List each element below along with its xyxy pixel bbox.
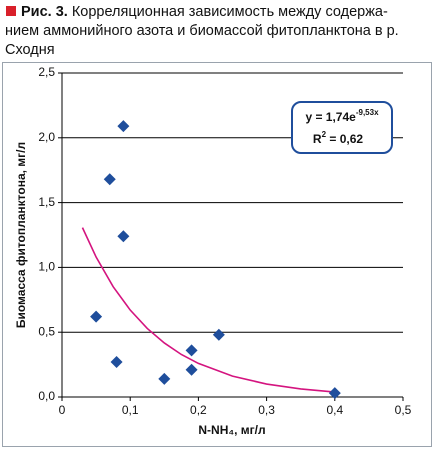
x-tick-label: 0,5 xyxy=(395,403,412,417)
data-point xyxy=(158,372,171,385)
trend-line xyxy=(81,227,335,393)
data-point xyxy=(110,356,123,369)
caption-marker xyxy=(6,6,16,16)
caption-line: Корреляционная зависимость между содержа… xyxy=(72,4,388,20)
equation-box xyxy=(291,101,393,154)
y-tick-label: 0,5 xyxy=(38,324,55,338)
equation-base: y = 1,74e xyxy=(305,110,356,124)
data-point xyxy=(328,387,341,400)
x-tick-label: 0,2 xyxy=(190,403,207,417)
caption-label: Рис. 3. xyxy=(21,4,68,20)
y-tick-label: 2,0 xyxy=(38,130,55,144)
r-squared: R2 = 0,62 xyxy=(313,130,363,146)
r-squared-base: R xyxy=(313,132,322,146)
data-point xyxy=(90,310,103,323)
x-tick-label: 0,1 xyxy=(122,403,139,417)
data-point xyxy=(103,173,116,186)
r-squared-value: = 0,62 xyxy=(326,132,363,146)
caption-line: Сходня xyxy=(5,42,55,58)
y-tick-label: 1,5 xyxy=(38,195,55,209)
caption: Рис. 3. Корреляционная зависимость между … xyxy=(21,4,388,20)
y-tick-label: 2,5 xyxy=(38,65,55,79)
y-tick-label: 0,0 xyxy=(38,389,55,403)
data-point xyxy=(185,363,198,376)
equation: y = 1,74e-9,53x xyxy=(305,108,379,124)
x-axis-title: N-NH₄, мг/л xyxy=(198,423,265,437)
y-axis-title: Биомасса фитопланктона, мг/л xyxy=(14,142,28,328)
data-point xyxy=(185,344,198,357)
y-tick-label: 1,0 xyxy=(38,260,55,274)
equation-exponent: -9,53x xyxy=(356,108,379,117)
x-tick-label: 0,3 xyxy=(258,403,275,417)
r-squared-exponent: 2 xyxy=(322,130,327,139)
data-point xyxy=(117,230,130,243)
caption-line: нием аммонийного азота и биомассой фитоп… xyxy=(5,23,399,39)
x-tick-label: 0 xyxy=(59,403,66,417)
data-point xyxy=(117,120,130,133)
x-tick-label: 0,4 xyxy=(326,403,343,417)
data-point xyxy=(212,328,225,341)
